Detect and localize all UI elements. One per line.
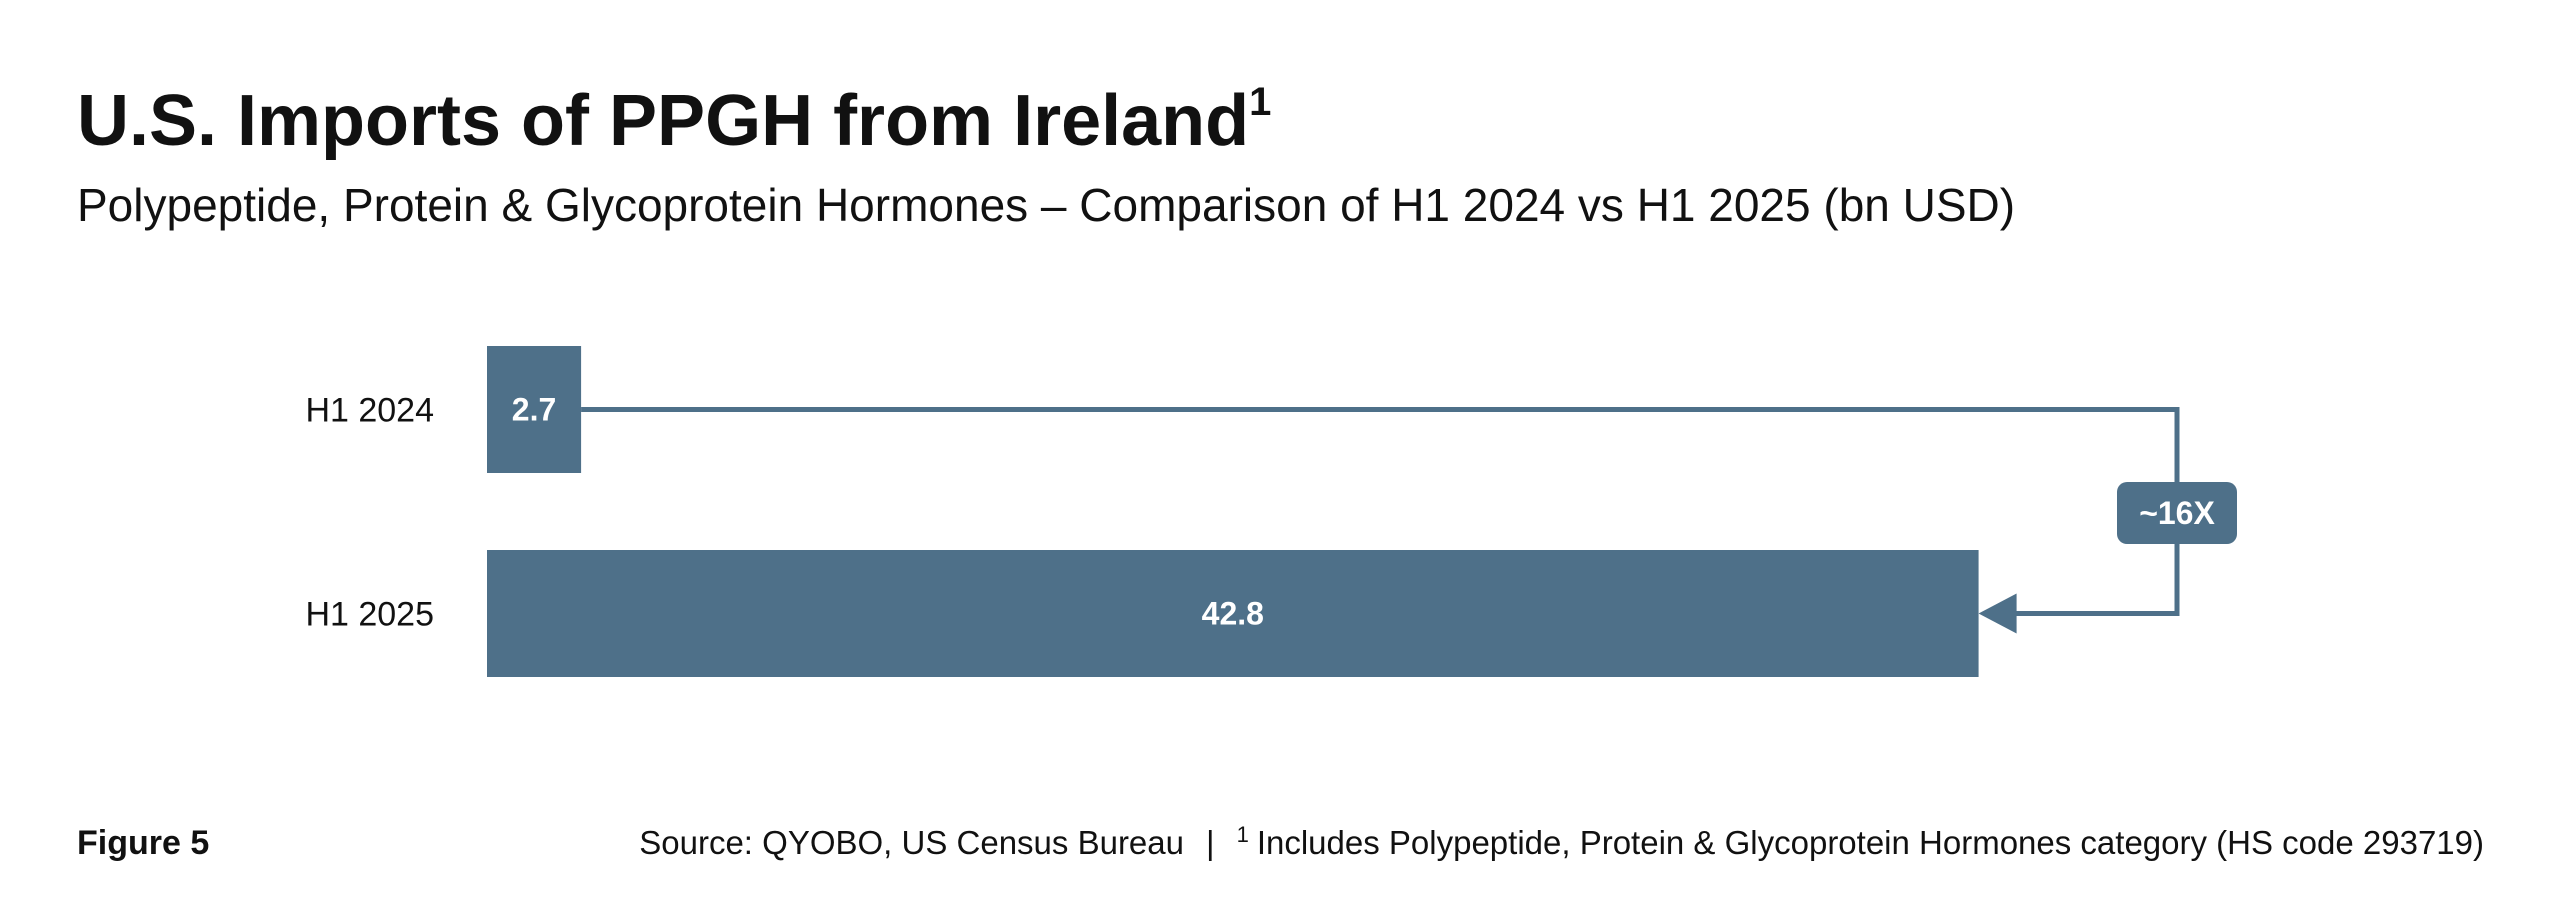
value-label: 42.8 <box>1202 596 1264 632</box>
source-note: Source: QYOBO, US Census Bureau | 1 Include… <box>639 822 2484 861</box>
figure-label: Figure 5 <box>77 824 209 862</box>
chart-subtitle: Polypeptide, Protein & Glycoprotein Horm… <box>77 179 2015 231</box>
footnote: Includes Polypeptide, Protein & Glycopro… <box>1257 824 2484 861</box>
source: Source: QYOBO, US Census Bureau <box>639 824 1184 861</box>
arrowhead <box>1978 593 2017 634</box>
annotation-badge <box>2117 482 2237 544</box>
chart-title: U.S. Imports of PPGH from Ireland1 <box>77 80 1271 161</box>
category-label: H1 2025 <box>305 596 434 634</box>
footnote-marker: 1 <box>1237 822 1249 847</box>
bar <box>487 346 582 473</box>
title-superscript: 1 <box>1249 80 1271 124</box>
bar <box>487 550 1979 677</box>
value-label: 2.7 <box>512 392 556 428</box>
title-text: U.S. Imports of PPGH from Ireland <box>77 81 1249 161</box>
category-label: H1 2024 <box>305 392 434 430</box>
annotation: ~16X <box>2139 495 2215 531</box>
separator: | <box>1206 824 1215 861</box>
